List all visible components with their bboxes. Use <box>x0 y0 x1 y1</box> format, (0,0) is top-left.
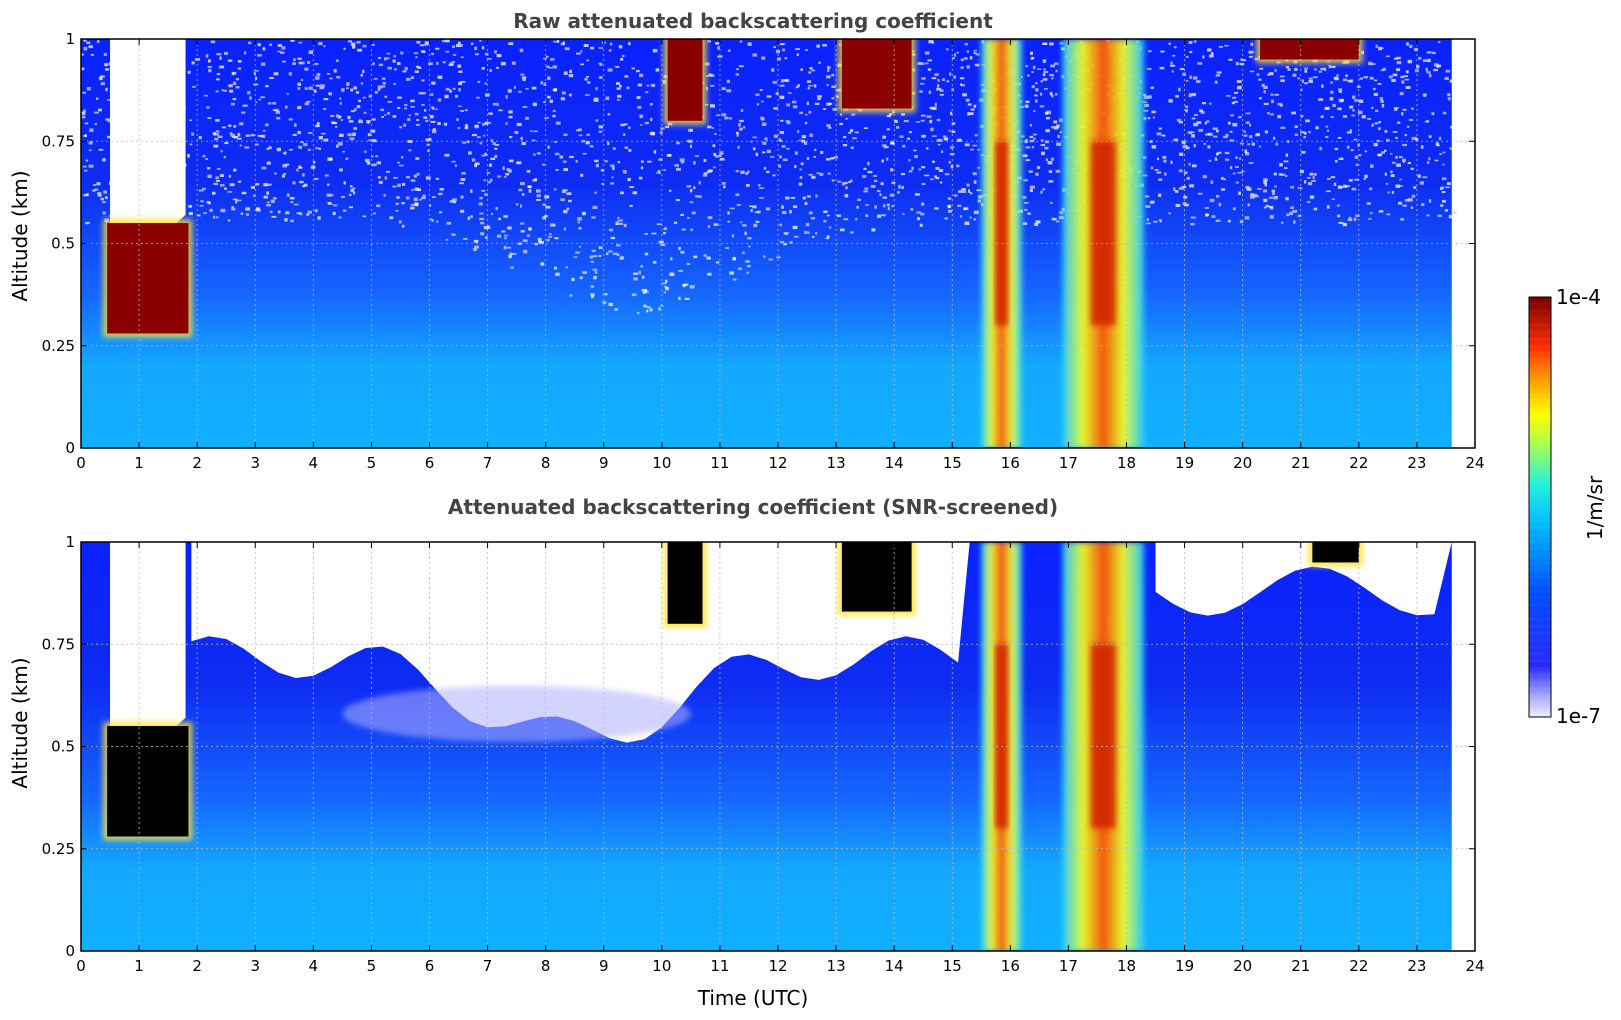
y-tick-label: 1 <box>65 533 75 551</box>
x-tick-label: 23 <box>1407 957 1426 975</box>
cloud-core-2 <box>841 542 912 612</box>
x-tick-label: 7 <box>483 454 493 472</box>
x-tick-label: 15 <box>943 957 962 975</box>
x-tick-label: 17 <box>1059 957 1078 975</box>
x-tick-label: 14 <box>885 454 904 472</box>
x-tick-label: 16 <box>1001 957 1020 975</box>
cloud-core-5 <box>1312 542 1359 563</box>
x-tick-label: 3 <box>250 957 260 975</box>
top-y-axis-label: Altitude (km) <box>8 170 32 301</box>
x-tick-label: 18 <box>1117 957 1136 975</box>
y-tick-label: 0.25 <box>42 840 75 858</box>
top-y-axis: 0 0.25 0.5 0.75 1 <box>42 30 1475 457</box>
x-tick-label: 5 <box>367 957 377 975</box>
cloud-core-2 <box>841 39 912 109</box>
cloud-core-0 <box>107 223 189 334</box>
x-tick-label: 15 <box>943 454 962 472</box>
x-tick-label: 13 <box>827 957 846 975</box>
colorbar-max-label: 1e-4 <box>1556 285 1601 309</box>
bottom-heatmap-panel: Attenuated backscattering coefficient (S… <box>8 495 1485 1010</box>
x-tick-label: 18 <box>1117 454 1136 472</box>
colorbar-unit-label: 1/m/sr <box>1583 475 1607 540</box>
cloud-core-0 <box>107 726 189 837</box>
y-tick-label: 0 <box>65 439 75 457</box>
x-tick-label: 24 <box>1465 454 1484 472</box>
clear-sky-gap <box>110 39 186 259</box>
x-tick-label: 19 <box>1175 957 1194 975</box>
x-tick-label: 22 <box>1349 454 1368 472</box>
x-tick-label: 22 <box>1349 957 1368 975</box>
x-tick-label: 19 <box>1175 454 1194 472</box>
x-tick-label: 20 <box>1233 957 1252 975</box>
y-tick-label: 0.75 <box>42 635 75 653</box>
top-chart-title: Raw attenuated backscattering coefficien… <box>513 9 993 33</box>
x-tick-label: 21 <box>1291 454 1310 472</box>
bottom-chart-title: Attenuated backscattering coefficient (S… <box>448 495 1058 519</box>
bottom-y-axis: 0 0.25 0.5 0.75 1 <box>42 533 1475 960</box>
x-tick-label: 8 <box>541 957 551 975</box>
precipitation-core-3 <box>995 141 1008 326</box>
snr-masked-region <box>191 542 970 743</box>
colorbar-gradient <box>1528 296 1552 718</box>
x-tick-label: 13 <box>827 454 846 472</box>
x-tick-label: 2 <box>192 454 202 472</box>
x-tick-label: 2 <box>192 957 202 975</box>
colorbar-min-label: 1e-7 <box>1556 704 1601 728</box>
x-tick-label: 10 <box>652 454 671 472</box>
x-tick-label: 9 <box>599 454 609 472</box>
colorbar: 1e-4 1e-7 1/m/sr <box>1528 285 1607 728</box>
y-tick-label: 0 <box>65 942 75 960</box>
x-tick-label: 6 <box>425 957 435 975</box>
x-tick-label: 20 <box>1233 454 1252 472</box>
precipitation-core-4 <box>1091 141 1116 326</box>
x-tick-label: 11 <box>710 957 729 975</box>
x-tick-label: 8 <box>541 454 551 472</box>
x-tick-label: 16 <box>1001 454 1020 472</box>
x-tick-label: 14 <box>885 957 904 975</box>
colorbar-steps <box>1529 303 1551 711</box>
bottom-x-axis: 0 1 2 3 4 5 6 7 8 9 10 11 12 13 14 15 16 17 18 19 20 21 22 23 24 <box>76 542 1485 975</box>
x-tick-label: 7 <box>483 957 493 975</box>
x-tick-label: 23 <box>1407 454 1426 472</box>
x-tick-label: 3 <box>250 454 260 472</box>
x-tick-label: 1 <box>134 454 144 472</box>
y-tick-label: 0.5 <box>51 738 75 756</box>
cloud-core-5 <box>1260 39 1359 60</box>
x-tick-label: 1 <box>134 957 144 975</box>
x-tick-label: 11 <box>710 454 729 472</box>
y-tick-label: 0.75 <box>42 132 75 150</box>
x-tick-label: 4 <box>309 454 319 472</box>
y-tick-label: 0.25 <box>42 337 75 355</box>
top-x-axis: 0 1 2 3 4 5 6 7 8 9 10 11 12 13 14 15 16 17 18 19 20 21 22 23 24 <box>76 39 1485 472</box>
x-tick-label: 12 <box>768 454 787 472</box>
x-tick-label: 17 <box>1059 454 1078 472</box>
x-tick-label: 5 <box>367 454 377 472</box>
x-tick-label: 0 <box>76 957 86 975</box>
x-tick-label: 0 <box>76 454 86 472</box>
top-heatmap-panel: Raw attenuated backscattering coefficien… <box>8 9 1485 472</box>
x-axis-label: Time (UTC) <box>697 986 809 1010</box>
y-tick-label: 0.5 <box>51 235 75 253</box>
x-tick-label: 6 <box>425 454 435 472</box>
precipitation-core-3 <box>995 644 1008 829</box>
x-tick-label: 10 <box>652 957 671 975</box>
bottom-heatmap-image <box>81 542 1452 951</box>
x-tick-label: 24 <box>1465 957 1484 975</box>
top-heatmap-image <box>81 39 1457 448</box>
snr-masked-region-2 <box>1155 542 1452 616</box>
cloud-core-1 <box>667 39 703 121</box>
y-tick-label: 1 <box>65 30 75 48</box>
cloud-core-1 <box>667 542 703 624</box>
bottom-y-axis-label: Altitude (km) <box>8 657 32 788</box>
precipitation-core-4 <box>1091 644 1116 829</box>
fringe <box>342 685 691 742</box>
x-tick-label: 9 <box>599 957 609 975</box>
x-tick-label: 21 <box>1291 957 1310 975</box>
clear-sky-gap <box>110 542 186 762</box>
x-tick-label: 12 <box>768 957 787 975</box>
x-tick-label: 4 <box>309 957 319 975</box>
